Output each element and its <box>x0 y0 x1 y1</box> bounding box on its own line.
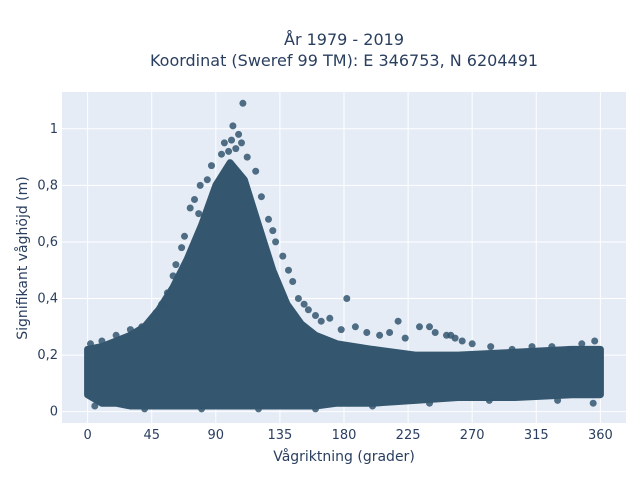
data-point <box>181 232 188 240</box>
data-point <box>289 278 297 285</box>
y-axis-title: Signifikant våghöjd (m) <box>14 176 31 339</box>
chart-title-line2: Koordinat (Sweref 99 TM): E 346753, N 62… <box>150 51 538 70</box>
x-tick-label: 90 <box>208 428 225 443</box>
data-point <box>172 261 180 269</box>
chart-title-line1: År 1979 - 2019 <box>284 30 404 49</box>
x-tick-label: 0 <box>83 428 91 443</box>
y-tick-label: 0,2 <box>37 348 58 363</box>
x-tick-label: 270 <box>460 428 485 443</box>
data-point <box>239 99 247 107</box>
data-point <box>285 266 292 274</box>
x-tick-label: 360 <box>588 428 613 443</box>
data-point <box>152 309 160 317</box>
x-axis-ticks: 0 45 90 135 180 225 270 315 360 <box>83 428 612 443</box>
data-point <box>87 340 94 348</box>
data-point <box>265 215 272 223</box>
data-point <box>272 238 280 246</box>
data-point <box>228 136 235 144</box>
data-point <box>208 162 215 170</box>
data-point <box>451 334 459 342</box>
data-point <box>554 396 562 404</box>
data-point <box>487 343 495 351</box>
data-point <box>312 405 319 413</box>
data-point <box>528 343 536 351</box>
data-point <box>508 345 516 353</box>
data-point <box>304 306 312 314</box>
data-point <box>238 139 245 147</box>
x-tick-label: 225 <box>396 428 421 443</box>
data-point <box>300 300 308 308</box>
data-point <box>416 323 423 331</box>
data-point <box>243 153 251 161</box>
data-point <box>232 145 240 153</box>
data-point <box>169 272 177 280</box>
data-point <box>565 345 573 353</box>
data-point <box>198 405 206 413</box>
data-point <box>186 204 194 212</box>
data-point <box>485 396 493 404</box>
data-point <box>218 150 225 158</box>
data-point <box>257 193 265 201</box>
data-point <box>126 326 134 334</box>
data-point <box>312 312 319 319</box>
data-point <box>178 244 186 252</box>
data-point <box>225 147 233 155</box>
data-point <box>294 295 302 302</box>
data-point <box>195 210 203 218</box>
data-point <box>138 323 146 331</box>
data-point <box>203 176 211 184</box>
data-points <box>87 99 599 413</box>
y-tick-label: 0 <box>50 405 58 420</box>
data-point <box>220 139 228 147</box>
data-point <box>401 334 409 342</box>
data-point <box>112 331 120 339</box>
data-point <box>229 122 237 130</box>
x-axis-title: Vågriktning (grader) <box>273 448 415 465</box>
data-point <box>426 399 433 407</box>
data-point <box>158 300 166 308</box>
data-point <box>426 323 433 331</box>
data-point <box>548 343 556 351</box>
data-point <box>351 323 359 331</box>
y-tick-label: 0,6 <box>37 235 58 250</box>
point-cloud-band <box>84 159 604 410</box>
x-tick-label: 135 <box>267 428 292 443</box>
y-tick-label: 1 <box>50 122 58 137</box>
x-tick-label: 45 <box>143 428 160 443</box>
data-point <box>317 317 325 325</box>
data-point <box>196 181 204 189</box>
data-point <box>578 340 586 348</box>
x-tick-label: 315 <box>524 428 549 443</box>
data-point <box>191 196 198 203</box>
y-tick-label: 0,4 <box>37 292 58 307</box>
data-point <box>326 314 334 322</box>
data-point <box>386 329 394 336</box>
data-point <box>252 167 260 175</box>
y-tick-label: 0,8 <box>37 178 58 193</box>
data-point <box>91 402 99 410</box>
data-point <box>589 399 597 407</box>
y-axis-ticks: 0 0,2 0,4 0,6 0,8 1 <box>37 122 58 420</box>
data-point <box>235 130 243 138</box>
data-point <box>431 329 439 336</box>
data-point <box>279 252 287 260</box>
data-point <box>363 329 371 336</box>
data-point <box>394 317 402 325</box>
x-tick-label: 180 <box>332 428 357 443</box>
data-point <box>369 402 376 410</box>
data-point <box>343 295 351 302</box>
data-point <box>269 227 277 235</box>
point-cloud <box>84 159 604 410</box>
data-point <box>458 337 466 345</box>
data-point <box>376 331 384 339</box>
data-point <box>468 340 476 348</box>
data-point <box>141 405 149 413</box>
data-point <box>591 337 599 345</box>
data-point <box>337 326 345 334</box>
data-point <box>163 289 171 297</box>
data-point <box>98 337 106 345</box>
data-point <box>255 405 262 413</box>
